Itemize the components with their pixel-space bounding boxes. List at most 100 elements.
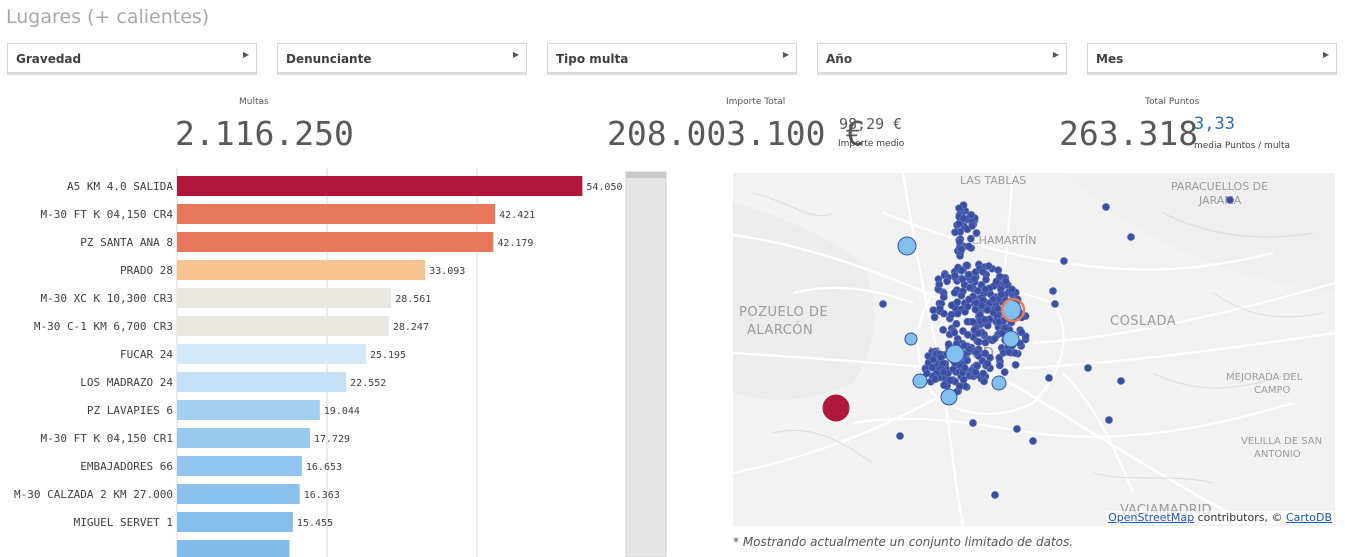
data-label: 16.653 [306,462,342,473]
park-area [733,203,874,400]
data-label: 17.729 [314,434,350,445]
map-point [949,365,958,374]
cartodb-link[interactable]: CartoDB [1285,511,1332,524]
map-point [930,313,939,322]
map-point-ring [1000,297,1026,323]
minor-road [1152,372,1294,389]
chevron-right-icon: ▶ [512,50,519,59]
map-point [995,361,1004,370]
chevron-right-icon: ▶ [1052,50,1059,59]
rural-area [1063,173,1335,293]
map-point [946,376,955,385]
map-point-highlight [991,375,1007,391]
filter-tipo-multa[interactable]: Tipo multa ▶ [547,43,797,75]
scrollbar-track [625,171,667,557]
map-point [960,363,969,372]
map-view[interactable]: LAS TABLAS PARACUELLOS DE JARAMA CHAMART… [733,173,1335,526]
osm-link[interactable]: OpenStreetMap [1108,511,1195,524]
minor-road [1162,212,1314,238]
category-label: LOS MADRAZO 24 [80,376,173,389]
map-place-label: CHAMARTÍN [971,234,1037,247]
map-point [995,353,1004,362]
map-point [1051,300,1059,308]
category-label: PRADO 28 [120,264,173,277]
data-label: 33.093 [429,266,465,277]
map-point [981,285,990,294]
bar [177,484,300,504]
map-point [1013,425,1021,433]
map-point [928,363,937,372]
filter-mes[interactable]: Mes ▶ [1087,43,1337,75]
map-point [980,377,988,386]
data-label: 28.247 [393,322,429,333]
filter-denunciante[interactable]: Denunciante ▶ [277,43,527,75]
category-label: M-30 XC K 10,300 CR3 [41,292,173,305]
map-point [1001,277,1010,286]
filter-label: Mes [1096,52,1124,66]
map-point-hot [821,393,851,423]
filter-ano[interactable]: Año ▶ [817,43,1067,75]
map-point-highlight [1002,330,1020,348]
bar [177,428,310,448]
map-point [967,210,976,219]
bar-partial [177,540,290,557]
data-label: 42.179 [497,238,533,249]
map-point [1102,203,1110,211]
map-attribution: OpenStreetMap contributors, © CartoDB [1106,511,1334,524]
map-point [957,245,966,254]
filter-label: Tipo multa [556,52,629,66]
map-point-highlight [945,344,965,364]
map-point [950,271,959,280]
map-point [983,306,992,314]
category-label: M-30 C-1 KM 6,700 CR3 [34,320,173,333]
map-point [989,295,998,304]
road [792,286,914,305]
map-point [978,267,987,276]
map-point [968,222,976,230]
map-footnote: * Mostrando actualmente un conjunto limi… [733,535,1074,549]
kpi-value: 263.318 [1059,114,1199,153]
map-point [963,302,972,311]
bar [177,400,320,420]
filter-label: Gravedad [16,52,82,66]
map-point [950,328,959,337]
kpi-label: Importe Total [726,97,786,107]
data-label: 15.455 [297,518,333,529]
map-point [1060,257,1068,265]
map-point [982,275,990,284]
map-point [994,318,1003,327]
minor-road [772,429,874,464]
kpi-sub-value: 3,33 [1194,114,1235,134]
map-point [973,362,982,370]
map-point [936,353,945,362]
map-place-label: ANTONIO [1254,449,1301,460]
map-points-layer [821,196,1234,499]
bar-chart[interactable]: A5 KM 4.0 SALIDA 54.050 M-30 FT K 04,150 C… [0,168,680,557]
bar [177,372,347,392]
filter-gravedad[interactable]: Gravedad ▶ [7,43,257,75]
map-point [950,288,959,297]
map-place-label: POZUELO DE [739,305,829,320]
map-place-label: COSLADA [1110,314,1177,329]
category-label: MIGUEL SERVET 1 [74,516,173,529]
map-point [962,261,971,270]
bar [177,204,496,224]
data-label: 22.552 [350,378,386,389]
map-point [980,315,989,324]
map-point [959,214,968,223]
map-point [966,234,975,243]
map-point [981,338,990,347]
map-point [1011,360,1020,369]
category-label: EMBAJADORES 66 [80,460,173,473]
map-point [953,309,962,318]
bar [177,456,302,476]
map-point [995,272,1004,281]
map-place-label: LAS TABLAS [960,174,1027,187]
map-point [1029,437,1037,445]
data-label: 16.363 [304,490,340,501]
map-point [929,306,938,315]
data-label: 25.195 [370,350,406,361]
map-point [969,419,977,427]
map-place-label: PARACUELLOS DE [1171,180,1269,193]
map-point [955,219,963,228]
